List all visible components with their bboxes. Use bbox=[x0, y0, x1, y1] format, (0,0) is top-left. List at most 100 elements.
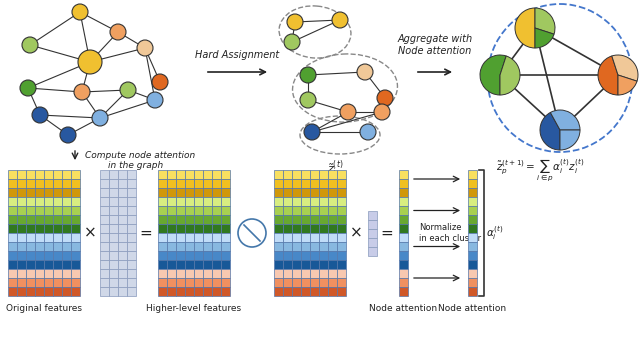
Bar bbox=[109, 170, 118, 179]
Bar bbox=[26, 188, 35, 197]
Bar bbox=[44, 170, 53, 179]
Bar bbox=[337, 251, 346, 260]
Bar bbox=[158, 179, 167, 188]
Circle shape bbox=[72, 4, 88, 20]
Circle shape bbox=[120, 82, 136, 98]
Bar bbox=[35, 224, 44, 233]
Text: Compute node attention
        in the graph: Compute node attention in the graph bbox=[85, 151, 195, 170]
Bar bbox=[176, 242, 185, 251]
Bar bbox=[337, 188, 346, 197]
Bar bbox=[337, 260, 346, 269]
Bar bbox=[310, 287, 319, 296]
Text: Higher-level features: Higher-level features bbox=[147, 304, 241, 313]
Bar bbox=[53, 215, 62, 224]
Bar bbox=[118, 170, 127, 179]
Circle shape bbox=[377, 90, 393, 106]
Bar bbox=[17, 170, 26, 179]
Bar bbox=[301, 269, 310, 278]
Bar bbox=[328, 170, 337, 179]
Circle shape bbox=[300, 92, 316, 108]
Bar bbox=[292, 188, 301, 197]
Bar bbox=[203, 287, 212, 296]
Bar bbox=[176, 179, 185, 188]
Bar bbox=[127, 206, 136, 215]
Bar bbox=[8, 197, 17, 206]
Bar bbox=[283, 278, 292, 287]
Bar bbox=[319, 242, 328, 251]
Bar bbox=[212, 170, 221, 179]
Bar bbox=[100, 215, 109, 224]
Bar bbox=[185, 278, 194, 287]
Bar bbox=[109, 224, 118, 233]
Circle shape bbox=[332, 12, 348, 28]
Bar bbox=[44, 278, 53, 287]
Wedge shape bbox=[515, 8, 535, 48]
Bar bbox=[127, 287, 136, 296]
Bar bbox=[53, 269, 62, 278]
Bar bbox=[158, 215, 167, 224]
Bar bbox=[35, 179, 44, 188]
Bar bbox=[292, 242, 301, 251]
Bar bbox=[301, 251, 310, 260]
Bar bbox=[127, 215, 136, 224]
Bar bbox=[17, 179, 26, 188]
Bar bbox=[26, 269, 35, 278]
Bar bbox=[292, 179, 301, 188]
Bar bbox=[176, 233, 185, 242]
Circle shape bbox=[238, 219, 266, 247]
Bar bbox=[109, 188, 118, 197]
Wedge shape bbox=[598, 56, 618, 95]
Bar bbox=[109, 197, 118, 206]
Bar bbox=[35, 197, 44, 206]
Bar bbox=[194, 269, 203, 278]
Bar bbox=[35, 278, 44, 287]
Bar bbox=[26, 197, 35, 206]
Bar bbox=[328, 188, 337, 197]
Bar bbox=[203, 188, 212, 197]
Bar bbox=[221, 197, 230, 206]
Bar bbox=[44, 197, 53, 206]
Bar bbox=[301, 242, 310, 251]
Bar bbox=[44, 206, 53, 215]
Bar bbox=[71, 215, 80, 224]
Bar bbox=[44, 269, 53, 278]
Bar bbox=[221, 233, 230, 242]
Bar bbox=[71, 242, 80, 251]
Text: Hard Assignment: Hard Assignment bbox=[195, 50, 279, 60]
Bar bbox=[292, 224, 301, 233]
Bar bbox=[62, 233, 71, 242]
Bar bbox=[71, 251, 80, 260]
Bar bbox=[310, 269, 319, 278]
Bar bbox=[221, 287, 230, 296]
Bar bbox=[167, 197, 176, 206]
Bar bbox=[185, 179, 194, 188]
Bar bbox=[109, 242, 118, 251]
Bar bbox=[468, 188, 477, 197]
Bar bbox=[368, 220, 377, 228]
Bar bbox=[319, 215, 328, 224]
Bar bbox=[399, 188, 408, 197]
Text: Normalize
in each cluster: Normalize in each cluster bbox=[419, 223, 481, 243]
Bar bbox=[194, 278, 203, 287]
Bar bbox=[185, 188, 194, 197]
Bar bbox=[319, 188, 328, 197]
Bar bbox=[44, 188, 53, 197]
Bar bbox=[118, 251, 127, 260]
Bar bbox=[17, 260, 26, 269]
Bar bbox=[35, 233, 44, 242]
Bar bbox=[203, 251, 212, 260]
Bar bbox=[26, 179, 35, 188]
Bar bbox=[337, 224, 346, 233]
Bar bbox=[310, 188, 319, 197]
Bar bbox=[35, 260, 44, 269]
Bar bbox=[71, 278, 80, 287]
Bar bbox=[118, 215, 127, 224]
Bar bbox=[468, 233, 477, 242]
Bar bbox=[100, 287, 109, 296]
Bar bbox=[185, 242, 194, 251]
Circle shape bbox=[287, 14, 303, 30]
Bar bbox=[185, 251, 194, 260]
Bar bbox=[8, 179, 17, 188]
Bar bbox=[167, 287, 176, 296]
Bar bbox=[283, 224, 292, 233]
